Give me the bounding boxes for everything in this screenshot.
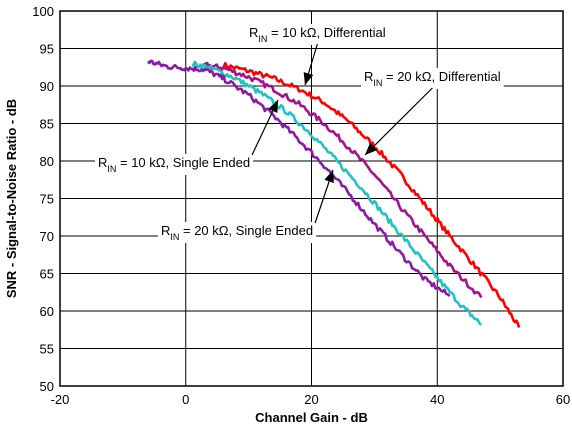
y-tick-label: 90 bbox=[40, 79, 54, 94]
annotation-label-bg bbox=[95, 154, 254, 175]
annotation-arrowhead bbox=[303, 72, 314, 85]
annotation-label-bg bbox=[158, 222, 317, 243]
x-tick-label: 40 bbox=[430, 392, 444, 407]
x-tick-label: 60 bbox=[556, 392, 570, 407]
series-line-4 bbox=[146, 59, 451, 298]
annotation-1: RIN = 10 kΩ, Differential bbox=[246, 24, 389, 86]
x-tick-label: -20 bbox=[51, 392, 70, 407]
annotation-leader bbox=[364, 87, 433, 156]
y-tick-label: 85 bbox=[40, 117, 54, 132]
x-tick-label: 20 bbox=[304, 392, 318, 407]
y-tick-label: 65 bbox=[40, 267, 54, 282]
y-tick-label: 75 bbox=[40, 192, 54, 207]
y-tick-label: 60 bbox=[40, 304, 54, 319]
x-tick-label: 0 bbox=[182, 392, 189, 407]
y-tick-label: 95 bbox=[40, 42, 54, 57]
annotation-label: RIN = 20 kΩ, Differential bbox=[364, 69, 501, 88]
annotation-label: RIN = 10 kΩ, Differential bbox=[249, 25, 386, 44]
y-tick-label: 70 bbox=[40, 229, 54, 244]
y-tick-label: 55 bbox=[40, 342, 54, 357]
annotation-label: RIN = 20 kΩ, Single Ended bbox=[161, 223, 313, 242]
annotation-3: RIN = 10 kΩ, Single Ended bbox=[95, 99, 279, 175]
x-axis-title: Channel Gain - dB bbox=[255, 410, 368, 425]
series-line-3 bbox=[191, 60, 482, 326]
annotation-2: RIN = 20 kΩ, Differential bbox=[361, 68, 504, 156]
annotation-arrowhead bbox=[365, 142, 378, 155]
tick-labels: -20 0 20 40 60 50 55 60 65 70 75 80 85 90 95 100 bbox=[32, 4, 570, 407]
y-tick-label: 50 bbox=[40, 379, 54, 394]
y-tick-label: 100 bbox=[32, 4, 54, 19]
y-tick-label: 80 bbox=[40, 154, 54, 169]
annotation-arrowhead bbox=[268, 100, 278, 113]
y-axis-title: SNR - Signal-to-Noise Ratio - dB bbox=[4, 99, 19, 298]
annotation-label-bg bbox=[246, 24, 389, 45]
annotation-4: RIN = 20 kΩ, Single Ended bbox=[158, 169, 334, 243]
series-line-2 bbox=[203, 61, 483, 299]
plot-frame bbox=[59, 10, 564, 387]
annotation-label-bg bbox=[361, 68, 504, 89]
annotation-label: RIN = 10 kΩ, Single Ended bbox=[98, 155, 250, 174]
annotation-arrowhead bbox=[324, 170, 334, 183]
